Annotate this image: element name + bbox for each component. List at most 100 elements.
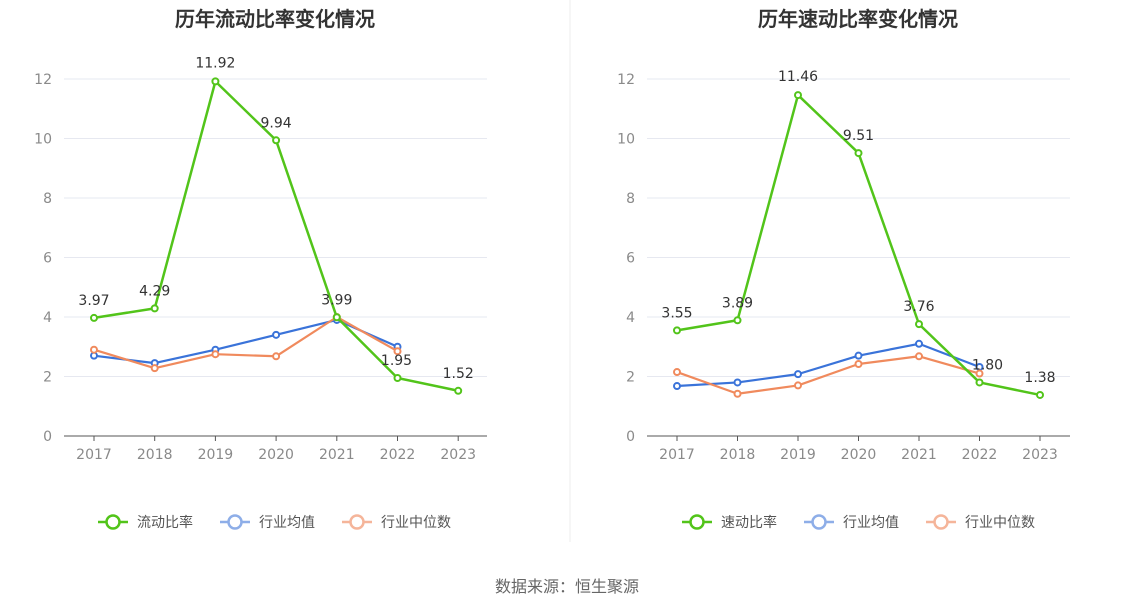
data-point[interactable] <box>915 352 923 361</box>
data-label: 3.97 <box>78 293 109 309</box>
y-tick-label: 2 <box>43 370 52 386</box>
data-point[interactable] <box>673 368 681 377</box>
y-tick-label: 10 <box>34 132 52 148</box>
y-tick-label: 0 <box>626 429 635 445</box>
x-tick-label: 2020 <box>841 447 877 463</box>
x-tick-label: 2017 <box>76 447 112 463</box>
chart-current-ratio: 历年流动比率变化情况 0 2 4 6 8 10 12 2017 2018 2019 2020 2021 2… <box>34 7 487 531</box>
legend-marker-icon <box>811 514 827 530</box>
x-tick-label: 2022 <box>380 447 416 463</box>
y-tick-label: 8 <box>43 191 52 207</box>
legend-item[interactable]: 行业中位数 <box>342 514 451 531</box>
data-label: 1.52 <box>443 366 474 382</box>
data-point[interactable] <box>733 378 742 387</box>
data-label: 11.92 <box>195 55 235 71</box>
legend-marker-icon <box>689 514 705 530</box>
data-point[interactable] <box>854 149 863 158</box>
series-line <box>676 342 980 388</box>
data-point[interactable] <box>272 136 281 145</box>
legend-item[interactable]: 行业中位数 <box>926 514 1035 531</box>
data-point[interactable] <box>150 304 159 313</box>
data-point[interactable] <box>975 378 984 387</box>
legend-marker-icon <box>349 514 365 530</box>
data-point[interactable] <box>332 313 341 322</box>
x-tick-label: 2018 <box>137 447 173 463</box>
y-tick-label: 8 <box>626 191 635 207</box>
x-tick-label: 2023 <box>440 447 476 463</box>
series-industry-average <box>90 315 402 368</box>
y-tick-label: 4 <box>43 310 52 326</box>
y-tick-label: 12 <box>34 72 52 88</box>
data-point[interactable] <box>854 360 863 369</box>
data-label: 3.55 <box>661 305 692 321</box>
y-tick-label: 10 <box>617 132 635 148</box>
data-point[interactable] <box>211 350 220 359</box>
x-tick-label: 2019 <box>198 447 234 463</box>
x-tick-label: 2021 <box>319 447 355 463</box>
data-point[interactable] <box>393 373 402 382</box>
legend-label: 行业中位数 <box>965 515 1035 531</box>
y-tick-label: 6 <box>43 251 52 267</box>
y-tick-label: 2 <box>626 370 635 386</box>
data-label: 3.99 <box>321 292 352 308</box>
legend-item[interactable]: 速动比率 <box>682 514 777 531</box>
data-point[interactable] <box>854 351 863 360</box>
x-tick-label: 2023 <box>1022 447 1058 463</box>
data-label: 4.29 <box>139 283 170 299</box>
legend-marker-icon <box>227 514 243 530</box>
data-label: 1.38 <box>1024 370 1055 386</box>
legend-item[interactable]: 行业均值 <box>220 514 315 531</box>
data-point[interactable] <box>673 382 681 391</box>
series-line <box>93 318 398 365</box>
data-point[interactable] <box>272 330 281 339</box>
data-label: 3.76 <box>903 299 934 315</box>
data-label: 3.89 <box>722 295 753 311</box>
legend-item[interactable]: 流动比率 <box>98 514 193 531</box>
legend-label: 行业中位数 <box>381 515 451 531</box>
x-tick-label: 2020 <box>258 447 294 463</box>
data-point[interactable] <box>733 389 742 398</box>
data-point[interactable] <box>673 326 681 335</box>
y-tick-label: 4 <box>626 310 635 326</box>
data-point[interactable] <box>454 386 463 395</box>
chart-title: 历年流动比率变化情况 <box>175 7 375 31</box>
data-point[interactable] <box>794 91 802 100</box>
legend-marker-icon <box>105 514 121 530</box>
data-point[interactable] <box>393 347 402 356</box>
chart-quick-ratio: 历年速动比率变化情况 0 2 4 6 8 10 12 2017 2018 2019 2020 2021 2… <box>617 7 1070 531</box>
data-point[interactable] <box>211 77 220 86</box>
legend-label: 速动比率 <box>721 514 777 531</box>
series-line <box>93 315 399 370</box>
data-source-note: 数据来源：恒生聚源 <box>495 577 639 596</box>
data-point[interactable] <box>794 370 802 379</box>
data-point[interactable] <box>915 339 923 348</box>
series-line <box>676 355 980 395</box>
data-point[interactable] <box>794 381 802 390</box>
x-tick-label: 2018 <box>720 447 756 463</box>
data-point[interactable] <box>915 320 923 329</box>
legend-label: 流动比率 <box>137 514 193 531</box>
legend-marker-icon <box>933 514 949 530</box>
chart-title: 历年速动比率变化情况 <box>758 7 958 31</box>
series-main <box>90 77 463 395</box>
data-point[interactable] <box>150 364 159 373</box>
x-tick-label: 2019 <box>780 447 816 463</box>
series-industry-average <box>673 339 984 391</box>
x-tick-label: 2022 <box>962 447 998 463</box>
data-point[interactable] <box>272 352 281 361</box>
x-tick-label: 2017 <box>659 447 695 463</box>
y-tick-label: 6 <box>626 251 635 267</box>
data-label: 9.94 <box>261 115 292 131</box>
data-point[interactable] <box>1036 390 1044 399</box>
x-tick-label: 2021 <box>901 447 937 463</box>
y-tick-label: 12 <box>617 72 635 88</box>
y-tick-label: 0 <box>43 429 52 445</box>
data-point[interactable] <box>90 345 98 354</box>
data-point[interactable] <box>975 369 984 378</box>
series-industry-median <box>673 352 984 398</box>
legend-item[interactable]: 行业均值 <box>804 514 899 531</box>
data-point[interactable] <box>90 313 98 322</box>
data-label: 1.95 <box>381 353 412 369</box>
data-point[interactable] <box>733 316 742 325</box>
